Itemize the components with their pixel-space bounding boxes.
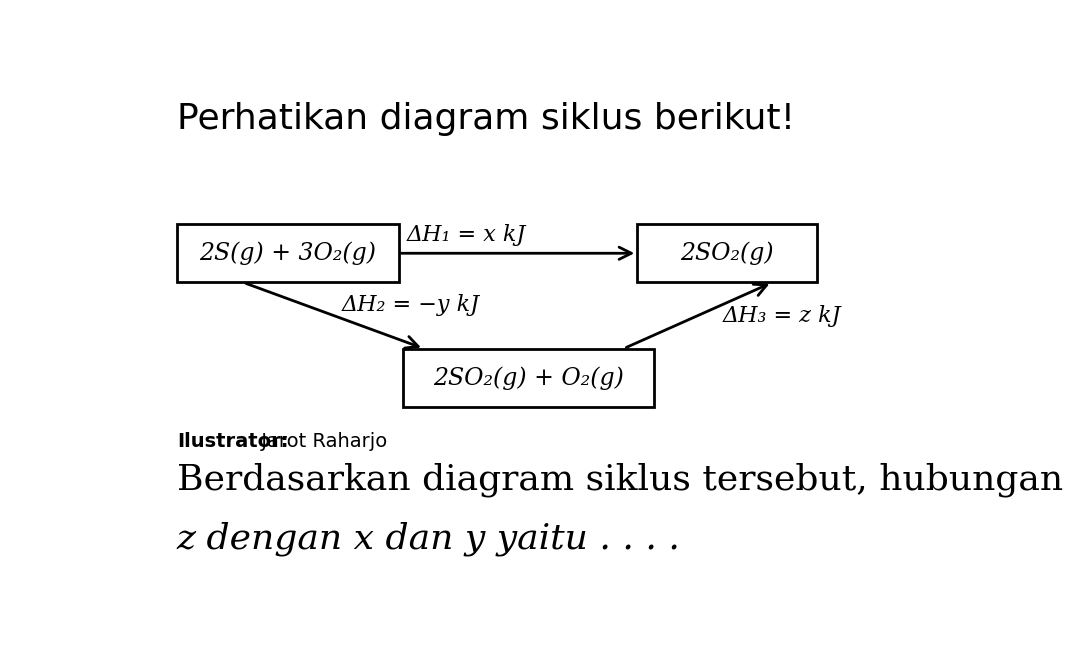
Text: Ilustrator:: Ilustrator: bbox=[177, 432, 288, 451]
Text: ΔH₂ = −y kJ: ΔH₂ = −y kJ bbox=[342, 294, 480, 316]
Text: 2S(g) + 3O₂(g): 2S(g) + 3O₂(g) bbox=[199, 242, 376, 265]
Text: Perhatikan diagram siklus berikut!: Perhatikan diagram siklus berikut! bbox=[177, 102, 795, 136]
Text: Jarot Raharjo: Jarot Raharjo bbox=[255, 432, 387, 451]
Text: z dengan x dan y yaitu . . . .: z dengan x dan y yaitu . . . . bbox=[177, 521, 680, 556]
FancyBboxPatch shape bbox=[403, 348, 653, 407]
Text: ΔH₃ = z kJ: ΔH₃ = z kJ bbox=[724, 304, 841, 327]
Text: Berdasarkan diagram siklus tersebut, hubungan: Berdasarkan diagram siklus tersebut, hub… bbox=[177, 463, 1063, 498]
Text: 2SO₂(g) + O₂(g): 2SO₂(g) + O₂(g) bbox=[433, 366, 624, 389]
Text: ΔH₁ = x kJ: ΔH₁ = x kJ bbox=[407, 224, 526, 246]
Text: 2SO₂(g): 2SO₂(g) bbox=[680, 242, 774, 265]
FancyBboxPatch shape bbox=[637, 224, 818, 282]
FancyBboxPatch shape bbox=[177, 224, 399, 282]
